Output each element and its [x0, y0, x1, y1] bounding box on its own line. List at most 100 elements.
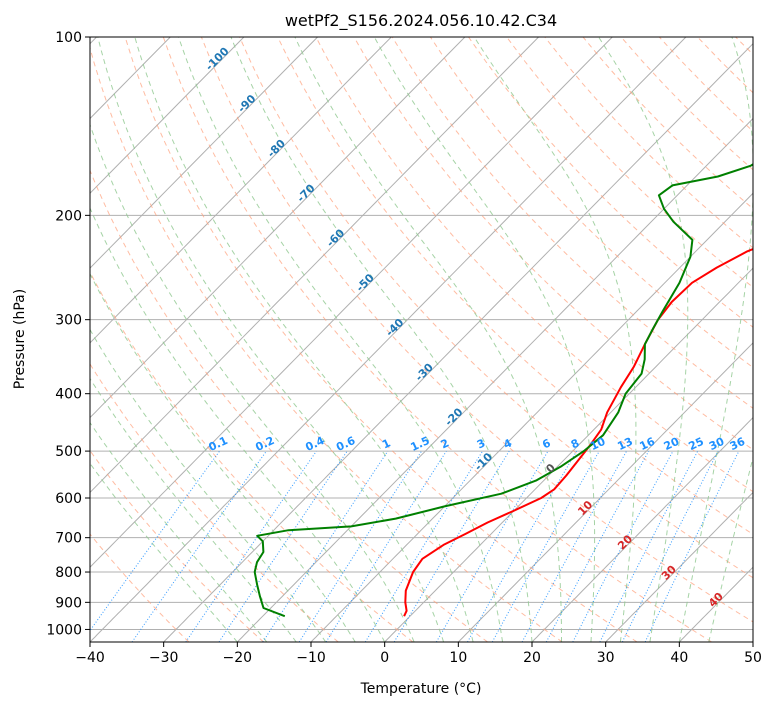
dry-adiabat-line — [353, 37, 753, 451]
mixing-ratio-label: 13 — [615, 435, 634, 453]
isotherm-label: -20 — [442, 405, 465, 428]
moist-adiabat-line — [90, 377, 297, 642]
y-axis-label: Pressure (hPa) — [12, 289, 28, 389]
dry-adiabat-line — [200, 37, 753, 623]
moist-adiabat-line — [678, 37, 753, 642]
moist-adiabat-line — [90, 421, 268, 642]
moist-adiabat-line — [373, 37, 596, 642]
mixing-ratio-line — [572, 450, 674, 642]
isotherm-label: -70 — [294, 181, 317, 204]
isotherm-line — [236, 117, 753, 642]
mixing-ratio-label: 1 — [380, 436, 392, 451]
isotherm-label: -50 — [354, 271, 377, 294]
isotherm-line — [90, 37, 613, 568]
x-tick-label: −30 — [149, 650, 179, 666]
dry-adiabat-line — [620, 37, 753, 171]
isotherm-line — [384, 267, 753, 642]
mixing-ratio-label: 30 — [707, 435, 727, 453]
mixing-ratio-line — [621, 450, 719, 642]
dry-adiabat-line — [90, 46, 563, 642]
moist-adiabat-line — [294, 37, 562, 642]
y-tick-label: 700 — [55, 531, 82, 547]
plot-frame — [89, 36, 754, 643]
dry-adiabat-line — [124, 37, 638, 642]
dry-adiabat-line — [658, 37, 753, 132]
dry-adiabat-line — [735, 37, 753, 56]
isotherm-label: -30 — [413, 360, 436, 383]
moist-adiabat-label: 40 — [706, 590, 726, 610]
isotherm-line — [605, 491, 753, 642]
moist-adiabat-line — [134, 37, 474, 642]
moist-adiabat-line — [90, 123, 415, 642]
isotherm-label: -80 — [265, 137, 288, 160]
isotherm-line — [457, 342, 753, 642]
x-tick-label: 40 — [670, 650, 688, 666]
dry-adiabat-line — [697, 37, 753, 94]
mixing-ratio-line — [90, 450, 221, 632]
dry-adiabat-line — [315, 37, 753, 493]
y-tick-label: 500 — [55, 444, 82, 460]
y-tick-label: 1000 — [46, 622, 82, 638]
mixing-ratio-label: 16 — [638, 435, 658, 453]
plot-area: 0.1 0.2 0.4 0.6 1 1.5 2 3 4 6 8 10 13 16 20 25 30 36-100-… — [90, 37, 753, 642]
dry-adiabat-line — [277, 37, 753, 535]
y-tick-label: 900 — [55, 595, 82, 611]
x-tick-label: −10 — [296, 650, 326, 666]
moist-adiabat-line — [598, 37, 689, 642]
x-tick-label: −40 — [75, 650, 105, 666]
isotherm-label: -10 — [472, 450, 495, 473]
isotherm-line — [90, 37, 539, 494]
mixing-ratio-line — [599, 450, 699, 642]
mixing-ratio-line — [491, 450, 600, 642]
dry-adiabat-line — [90, 533, 190, 642]
moist-adiabat-line — [90, 206, 386, 642]
y-tick-label: 800 — [55, 565, 82, 581]
x-tick-label: 10 — [449, 650, 467, 666]
x-axis-ticks: −40 −30 −20 −10 0 10 20 30 40 50 — [75, 642, 762, 666]
mixing-ratio-line — [364, 450, 484, 642]
isotherm-label: -60 — [324, 226, 347, 249]
dry-adiabat-line — [506, 37, 753, 288]
line-labels: 0.1 0.2 0.4 0.6 1 1.5 2 3 4 6 8 10 13 16 20 25 30 36-100-… — [203, 44, 747, 609]
isotherm-line — [678, 566, 753, 642]
y-axis-ticks: 100 200 300 400 500 600 700 800 900 1000 — [46, 30, 90, 638]
y-tick-label: 300 — [55, 313, 82, 329]
isotherm-line — [310, 192, 753, 642]
isotherm-line — [90, 37, 392, 344]
y-tick-label: 400 — [55, 387, 82, 403]
dry-adiabat-line — [429, 37, 753, 369]
mixing-ratio-line — [325, 450, 447, 642]
chart-title: wetPf2_S156.2024.056.10.42.C34 — [285, 11, 557, 31]
temperature-line — [403, 247, 753, 617]
mixing-ratio-label: 36 — [728, 435, 748, 453]
y-tick-label: 200 — [55, 208, 82, 224]
mixing-ratio-label: 10 — [588, 435, 608, 453]
mixing-ratio-label: 6 — [540, 436, 553, 451]
series-lines — [253, 163, 753, 618]
moist-adiabat-label: 10 — [575, 498, 595, 518]
x-axis-label: Temperature (°C) — [360, 681, 482, 697]
isotherm-line — [531, 416, 753, 642]
isotherm-label: -100 — [203, 44, 232, 73]
moist-adiabat-line — [90, 272, 356, 642]
y-tick-label: 600 — [55, 491, 82, 507]
dewpoint-line — [253, 163, 753, 618]
dry-adiabat-line — [582, 37, 753, 210]
x-tick-label: −20 — [223, 650, 253, 666]
moist-adiabat-label: 20 — [615, 532, 635, 552]
x-tick-label: 50 — [744, 650, 762, 666]
y-tick-label: 100 — [55, 30, 82, 46]
mixing-ratio-line — [298, 450, 423, 642]
grid-lines — [90, 37, 753, 642]
moist-adiabat-line — [97, 37, 445, 642]
mixing-ratio-label: 2 — [439, 436, 451, 451]
dry-adiabat-line — [90, 449, 264, 642]
mixing-ratio-line — [262, 450, 389, 642]
isotherm-line — [90, 37, 466, 419]
moist-adiabat-line — [230, 37, 533, 642]
moist-adiabat-label: 30 — [659, 563, 679, 583]
mixing-ratio-label: 20 — [662, 435, 682, 453]
moist-adiabat-line — [90, 462, 238, 642]
mixing-ratio-label: 4 — [501, 436, 514, 451]
